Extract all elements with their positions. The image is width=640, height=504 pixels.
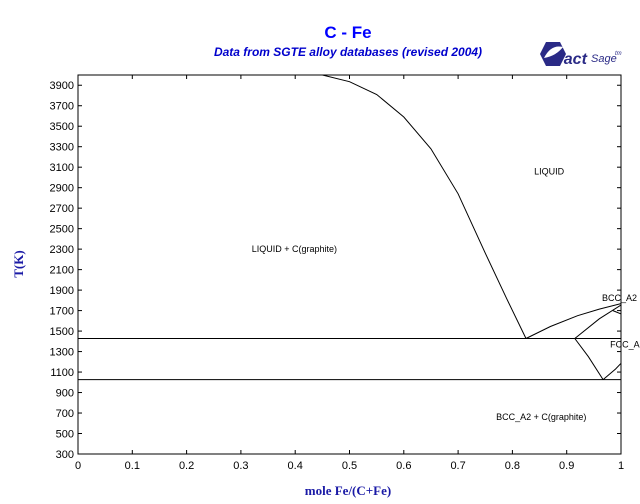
logo-brand-regular: Sage — [591, 53, 617, 65]
phase-boundary-line — [602, 362, 621, 380]
y-tick-label: 700 — [56, 408, 74, 420]
y-tick-label: 3300 — [50, 142, 74, 154]
y-tick-label: 1900 — [50, 285, 74, 297]
y-tick-label: 300 — [56, 449, 74, 461]
logo-trademark: tm — [615, 51, 622, 57]
x-tick-label: 0.6 — [396, 460, 411, 472]
plot-frame — [77, 74, 622, 455]
y-tick-label: 900 — [56, 388, 74, 400]
y-tick-label: 3700 — [50, 101, 74, 113]
y-axis-label: T(K) — [11, 250, 26, 277]
phase-region-labels: LIQUID LIQUID + C(graphite) BCC_A2 FCC_A1 BC… — [252, 166, 640, 422]
y-tick-label: 2100 — [50, 265, 74, 277]
x-tick-label: 0.1 — [125, 460, 140, 472]
y-tick-label: 3900 — [50, 80, 74, 92]
y-tick-label: 1500 — [50, 326, 74, 338]
y-tick-label: 500 — [56, 429, 74, 441]
y-tick-label: 2500 — [50, 224, 74, 236]
y-tick-label: 2900 — [50, 183, 74, 195]
x-axis: 0 0.1 0.2 0.3 0.4 0.5 0.6 0.7 0.8 0.9 1 — [75, 75, 624, 472]
y-tick-label: 1100 — [50, 367, 74, 379]
phase-boundary-line — [574, 304, 621, 339]
phase-region-label: BCC_A2 — [602, 293, 637, 303]
y-tick-label: 3100 — [50, 162, 74, 174]
phase-boundary-line — [525, 303, 621, 339]
y-tick-label: 3500 — [50, 121, 74, 133]
phase-boundary-line — [612, 310, 621, 315]
x-tick-label: 0 — [75, 460, 81, 472]
y-tick-label: 1700 — [50, 306, 74, 318]
y-tick-label: 1300 — [50, 347, 74, 359]
x-tick-label: 0.8 — [505, 460, 520, 472]
logo-brand-bold: Fact — [554, 51, 588, 68]
x-tick-label: 0.2 — [179, 460, 194, 472]
phase-boundary-line — [574, 338, 604, 380]
y-tick-label: 2300 — [50, 244, 74, 256]
y-tick-label: 2700 — [50, 203, 74, 215]
y-axis: 300 500 700 900 1100 1300 1500 1700 1900 2100 2300… — [50, 80, 621, 461]
phase-region-label: FCC_A1 — [610, 339, 640, 349]
factsage-logo: Fact Sage tm — [540, 42, 622, 68]
x-tick-label: 0.3 — [233, 460, 248, 472]
x-tick-label: 0.4 — [288, 460, 303, 472]
x-axis-label: mole Fe/(C+Fe) — [305, 483, 391, 498]
phase-region-label: LIQUID + C(graphite) — [252, 244, 337, 254]
phase-boundaries — [78, 75, 621, 381]
x-tick-label: 0.7 — [450, 460, 465, 472]
x-tick-label: 1 — [618, 460, 624, 472]
logo-leaf-icon — [544, 46, 563, 58]
chart-title: C - Fe — [324, 23, 371, 42]
x-tick-label: 0.5 — [342, 460, 357, 472]
phase-region-label: LIQUID — [534, 166, 565, 176]
phase-region-label: BCC_A2 + C(graphite) — [496, 412, 586, 422]
phase-boundary-line — [322, 75, 527, 339]
chart-subtitle: Data from SGTE alloy databases (revised … — [214, 45, 482, 59]
x-tick-label: 0.9 — [559, 460, 574, 472]
